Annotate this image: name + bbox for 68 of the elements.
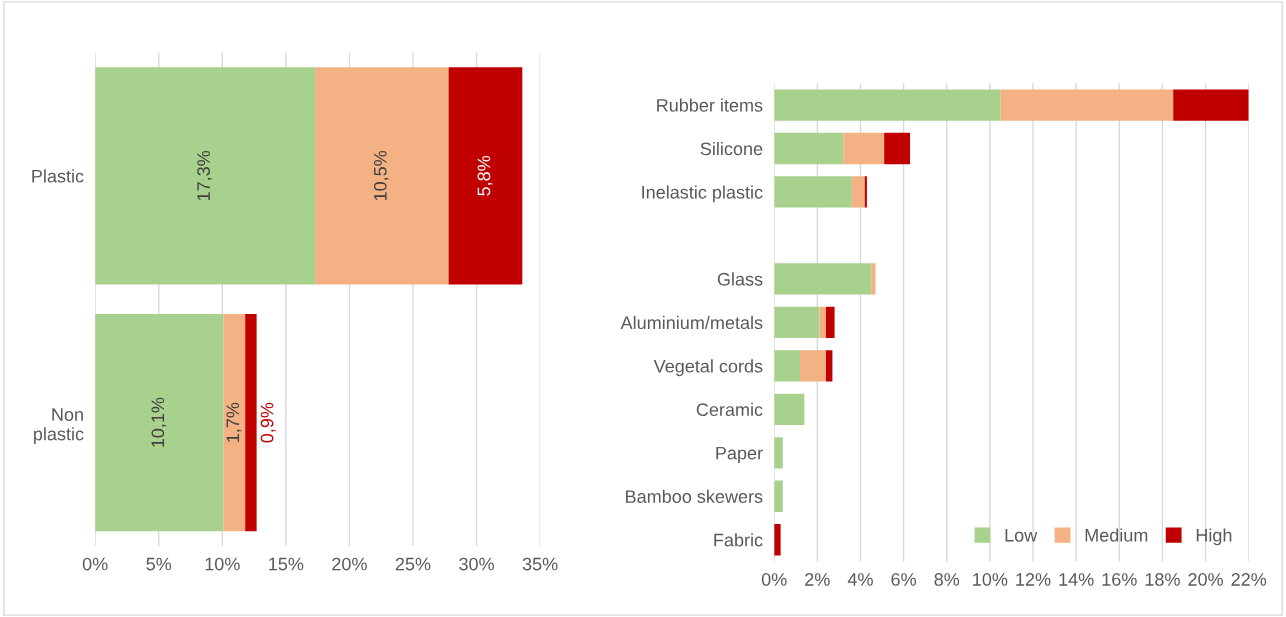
x-tick-label: 4% [847,573,873,586]
y-tick-label: Inelastic plastic [642,185,763,203]
y-tick-label: Silicone [700,141,763,156]
bar [95,67,316,285]
y-tick-label: Bamboo skewers [626,489,763,503]
y-tick-label: Rubber items [657,98,763,112]
legend-label: Medium [1085,528,1148,542]
y-tick-label: Vegetal cords [653,359,763,377]
bar [774,524,781,556]
bar [223,314,246,532]
x-tick-label: 25% [395,557,431,571]
bar [1000,89,1174,121]
x-tick-label: 20% [332,557,367,571]
bar [1173,89,1249,121]
x-tick-label: 18% [1145,573,1180,586]
x-tick-label: 10% [973,573,1008,586]
x-tick-label: 14% [1059,573,1094,586]
x-tick-label: 5% [146,557,172,571]
bar [774,89,1001,121]
bar [825,350,833,382]
bar [843,132,885,165]
data-label: 5,8% [477,155,493,196]
y-tick-label: Plastic [32,169,84,183]
bar [315,67,449,285]
bar [245,314,257,532]
x-tick-label: 15% [269,557,304,571]
data-label: 10,5% [373,150,389,201]
bar [774,263,872,295]
x-tick-label: 6% [891,573,916,586]
bar [871,263,876,295]
bar [95,314,224,532]
bar [851,176,865,208]
legend-label: High [1196,528,1232,546]
y-tick-label: Ceramic [696,402,763,417]
y-tick-label: Aluminium/metals [620,315,763,330]
y-tick-label: Glass [717,272,763,286]
legend-label: Low [1005,529,1038,542]
bar [884,132,911,165]
x-tick-label: 0% [82,557,108,571]
x-tick-label: 2% [805,573,830,586]
bar [774,480,783,512]
bar [800,350,826,382]
bar [864,176,867,208]
x-tick-label: 22% [1231,573,1267,586]
x-tick-label: 35% [522,557,558,571]
bar [774,176,852,208]
y-tick-label: Paper [716,446,763,464]
bar [825,306,835,339]
bar [774,393,805,425]
data-label: 10,1% [151,397,167,447]
y-tick-label: Fabric [714,533,763,547]
bar [774,437,783,469]
x-tick-label: 16% [1102,573,1137,586]
x-tick-label: 12% [1016,573,1051,586]
x-tick-label: 10% [205,557,240,571]
x-tick-label: 30% [459,557,494,571]
bar [774,306,820,339]
y-tick-label: Non plastic [34,408,84,444]
x-tick-label: 8% [934,573,960,586]
x-tick-label: 0% [761,573,787,586]
x-tick-label: 20% [1188,573,1223,586]
bar [448,67,523,285]
data-label: 17,3% [197,150,213,201]
bar [819,306,826,339]
data-label: 1,7% [226,402,242,442]
bar [774,350,801,382]
data-label: 0,9% [260,402,276,443]
bar [774,132,844,165]
